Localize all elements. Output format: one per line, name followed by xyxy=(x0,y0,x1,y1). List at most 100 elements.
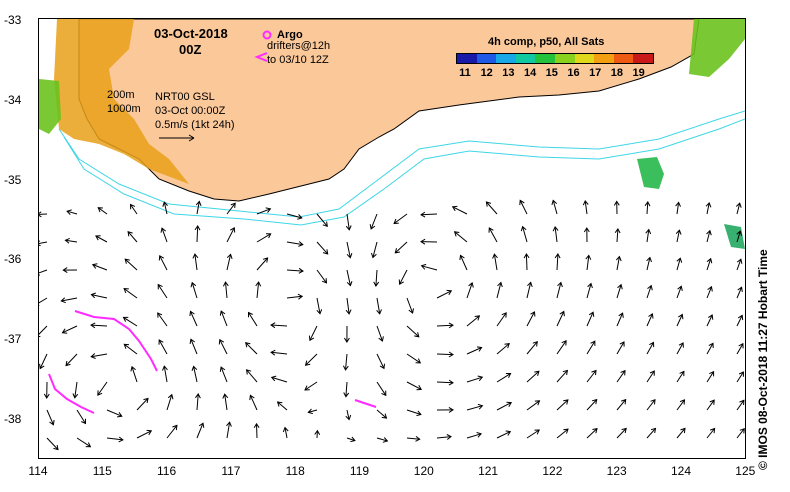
map-canvas xyxy=(39,19,745,451)
current-arrow-head xyxy=(62,267,68,274)
current-arrow-head xyxy=(322,249,329,255)
current-arrow-head xyxy=(706,229,712,236)
current-arrow xyxy=(256,257,268,271)
colorbar-tick-label: 17 xyxy=(589,67,602,79)
colorbar-segment xyxy=(496,54,516,63)
scale-arrow xyxy=(159,134,195,142)
current-vectors xyxy=(39,199,745,451)
current-arrow-head xyxy=(420,263,427,270)
current-arrow-head xyxy=(534,429,540,435)
current-arrow-head xyxy=(158,254,165,261)
current-arrow-head xyxy=(122,316,129,322)
current-arrow xyxy=(616,428,627,439)
current-arrow-head xyxy=(162,365,168,371)
current-arrow-head xyxy=(158,339,164,345)
current-arrow xyxy=(271,376,288,383)
current-arrow xyxy=(305,353,318,366)
current-arrow xyxy=(157,284,168,299)
current-arrow-head xyxy=(226,253,233,260)
current-arrow xyxy=(646,399,656,411)
current-arrow-head xyxy=(230,202,236,208)
current-arrow-head xyxy=(157,283,163,290)
current-arrow xyxy=(76,437,91,448)
current-arrow-head xyxy=(420,211,426,218)
contour-200-label: 200m xyxy=(107,89,135,101)
current-arrow-head xyxy=(739,427,745,434)
colorbar-tick-label: 15 xyxy=(545,67,558,79)
current-arrow-head xyxy=(345,309,352,315)
current-arrow xyxy=(452,206,468,215)
current-arrow-head xyxy=(222,281,229,287)
current-arrow-head xyxy=(245,342,251,348)
current-arrow xyxy=(166,394,173,411)
current-arrow xyxy=(421,265,438,271)
sst-patch-east-island xyxy=(637,157,664,189)
current-arrow xyxy=(246,369,258,383)
current-arrow xyxy=(190,339,198,355)
map-panel[interactable]: 03-Oct-2018 00Z Argo drifters@12h to 03/… xyxy=(38,18,746,459)
current-arrow xyxy=(676,428,686,439)
current-arrow-head xyxy=(43,393,50,399)
current-arrow xyxy=(346,437,356,442)
current-arrow-head xyxy=(90,353,96,359)
current-arrow xyxy=(220,310,228,327)
current-arrow xyxy=(123,316,138,327)
current-arrow xyxy=(526,429,540,439)
colorbar-segment xyxy=(613,54,634,63)
current-arrow-head xyxy=(346,253,353,259)
current-arrow xyxy=(406,297,414,314)
current-arrow-head xyxy=(527,281,533,288)
current-arrow-head xyxy=(343,337,350,343)
current-arrow xyxy=(466,433,482,439)
current-arrow-head xyxy=(506,401,513,407)
lat-tick-label: -33 xyxy=(4,13,22,27)
current-arrow xyxy=(616,228,619,243)
current-arrow-head xyxy=(678,313,684,320)
current-arrow-head xyxy=(738,371,744,377)
current-arrow-head xyxy=(587,282,593,289)
current-arrow xyxy=(163,366,168,383)
current-arrow xyxy=(736,428,745,439)
current-arrow xyxy=(225,282,228,299)
current-arrow xyxy=(39,241,48,245)
current-arrow-head xyxy=(551,199,558,206)
current-arrow xyxy=(399,269,408,285)
current-arrow-head xyxy=(678,342,684,348)
current-arrow xyxy=(346,269,351,286)
lat-tick-label: -34 xyxy=(4,92,22,107)
current-arrow xyxy=(522,226,528,243)
time-title: 00Z xyxy=(179,42,202,57)
scale-label: 0.5m/s (1kt 24h) xyxy=(155,119,235,131)
current-arrow xyxy=(130,204,138,215)
current-arrow-head xyxy=(446,434,452,440)
current-arrow-head xyxy=(552,225,559,232)
current-arrow xyxy=(526,282,532,299)
current-arrow xyxy=(406,353,421,364)
current-arrow xyxy=(161,227,168,243)
current-arrow-head xyxy=(249,394,255,401)
current-arrow-head xyxy=(49,419,55,426)
current-arrow xyxy=(249,395,258,411)
current-arrow-head xyxy=(617,283,623,290)
current-arrow-head xyxy=(680,427,686,434)
current-arrow xyxy=(256,208,271,215)
colorbar-segment xyxy=(457,54,477,63)
current-arrow xyxy=(304,381,318,391)
lon-tick-label: 125 xyxy=(735,464,756,478)
current-arrow xyxy=(526,400,540,411)
lon-tick-label: 121 xyxy=(478,464,499,478)
current-arrow xyxy=(256,282,260,299)
current-arrow xyxy=(496,431,511,439)
current-arrow-head xyxy=(451,205,458,212)
current-arrow xyxy=(39,297,48,304)
drifter-track-3 xyxy=(354,399,377,408)
lon-tick-label: 117 xyxy=(221,464,241,478)
current-arrow xyxy=(466,315,480,327)
current-arrow-head xyxy=(706,257,713,264)
current-arrow xyxy=(706,286,712,299)
current-arrow xyxy=(436,290,452,299)
current-arrow xyxy=(39,213,48,215)
current-arrow-head xyxy=(488,227,494,233)
current-arrow-head xyxy=(520,225,527,232)
lon-tick-label: 119 xyxy=(349,464,370,478)
